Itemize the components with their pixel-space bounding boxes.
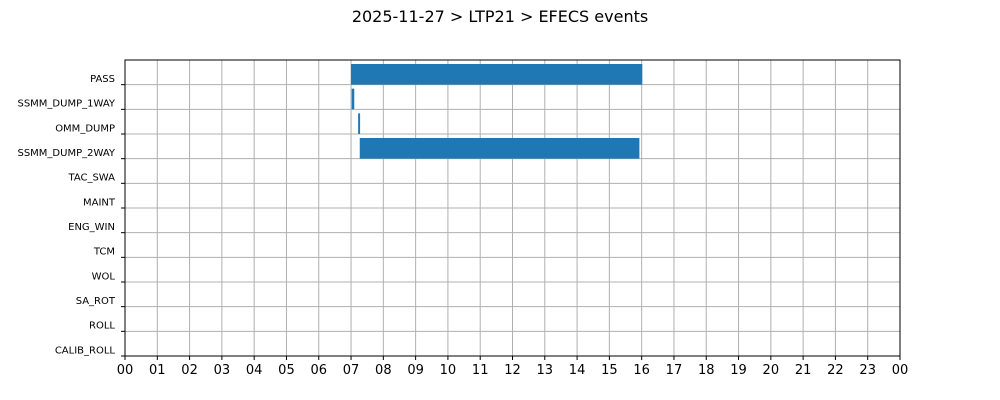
- x-tick-label: 17: [666, 363, 683, 378]
- y-tick-label: ENG_WIN: [68, 222, 115, 233]
- x-tick-label: 13: [537, 363, 554, 378]
- x-tick-label: 12: [504, 363, 521, 378]
- x-tick-label: 18: [698, 363, 715, 378]
- y-tick-label: MAINT: [83, 197, 116, 208]
- x-tick-label: 02: [181, 363, 198, 378]
- x-tick-label: 22: [827, 363, 844, 378]
- y-tick-label: WOL: [92, 271, 116, 282]
- x-axis: 00 01 02 03 04 05 06 07 08 09 10 11 12 13 14 15 16 17 18 19…: [117, 356, 909, 378]
- x-tick-label: 07: [343, 363, 360, 378]
- x-tick-label: 14: [569, 363, 586, 378]
- y-tick-label: CALIB_ROLL: [55, 345, 116, 356]
- y-tick-label: OMM_DUMP: [55, 123, 115, 134]
- chart-title: 2025-11-27 > LTP21 > EFECS events: [352, 7, 648, 26]
- x-tick-label: 08: [375, 363, 392, 378]
- x-tick-label: 06: [310, 363, 327, 378]
- x-tick-label: 10: [440, 363, 457, 378]
- y-tick-label: ROLL: [89, 321, 115, 332]
- x-tick-label: 09: [407, 363, 424, 378]
- event-bars: [351, 64, 643, 159]
- x-tick-label: 03: [214, 363, 231, 378]
- y-tick-label: SSMM_DUMP_1WAY: [17, 99, 115, 110]
- y-tick-label: TCM: [93, 247, 115, 258]
- y-tick-label: PASS: [90, 74, 115, 85]
- event-bar: [359, 138, 640, 159]
- x-tick-label: 19: [730, 363, 747, 378]
- x-tick-label: 23: [859, 363, 876, 378]
- x-tick-label: 01: [149, 363, 166, 378]
- grid-lines: [124, 60, 901, 356]
- x-tick-label: 00: [892, 363, 909, 378]
- event-bar: [351, 64, 643, 85]
- x-tick-label: 15: [601, 363, 618, 378]
- x-tick-label: 20: [763, 363, 780, 378]
- x-tick-label: 04: [246, 363, 263, 378]
- y-tick-label: SSMM_DUMP_2WAY: [17, 148, 115, 159]
- y-tick-label: SA_ROT: [76, 296, 116, 307]
- x-tick-label: 16: [633, 363, 650, 378]
- x-tick-label: 11: [472, 363, 489, 378]
- x-tick-label: 05: [278, 363, 295, 378]
- y-tick-label: TAC_SWA: [67, 173, 115, 184]
- x-tick-label: 00: [117, 363, 134, 378]
- event-bar: [358, 113, 361, 134]
- x-tick-label: 21: [795, 363, 812, 378]
- event-bar: [351, 88, 355, 110]
- y-axis: PASS SSMM_DUMP_1WAY OMM_DUMP SSMM_DUMP_2WAY…: [17, 74, 125, 357]
- plot-frame: [124, 59, 901, 357]
